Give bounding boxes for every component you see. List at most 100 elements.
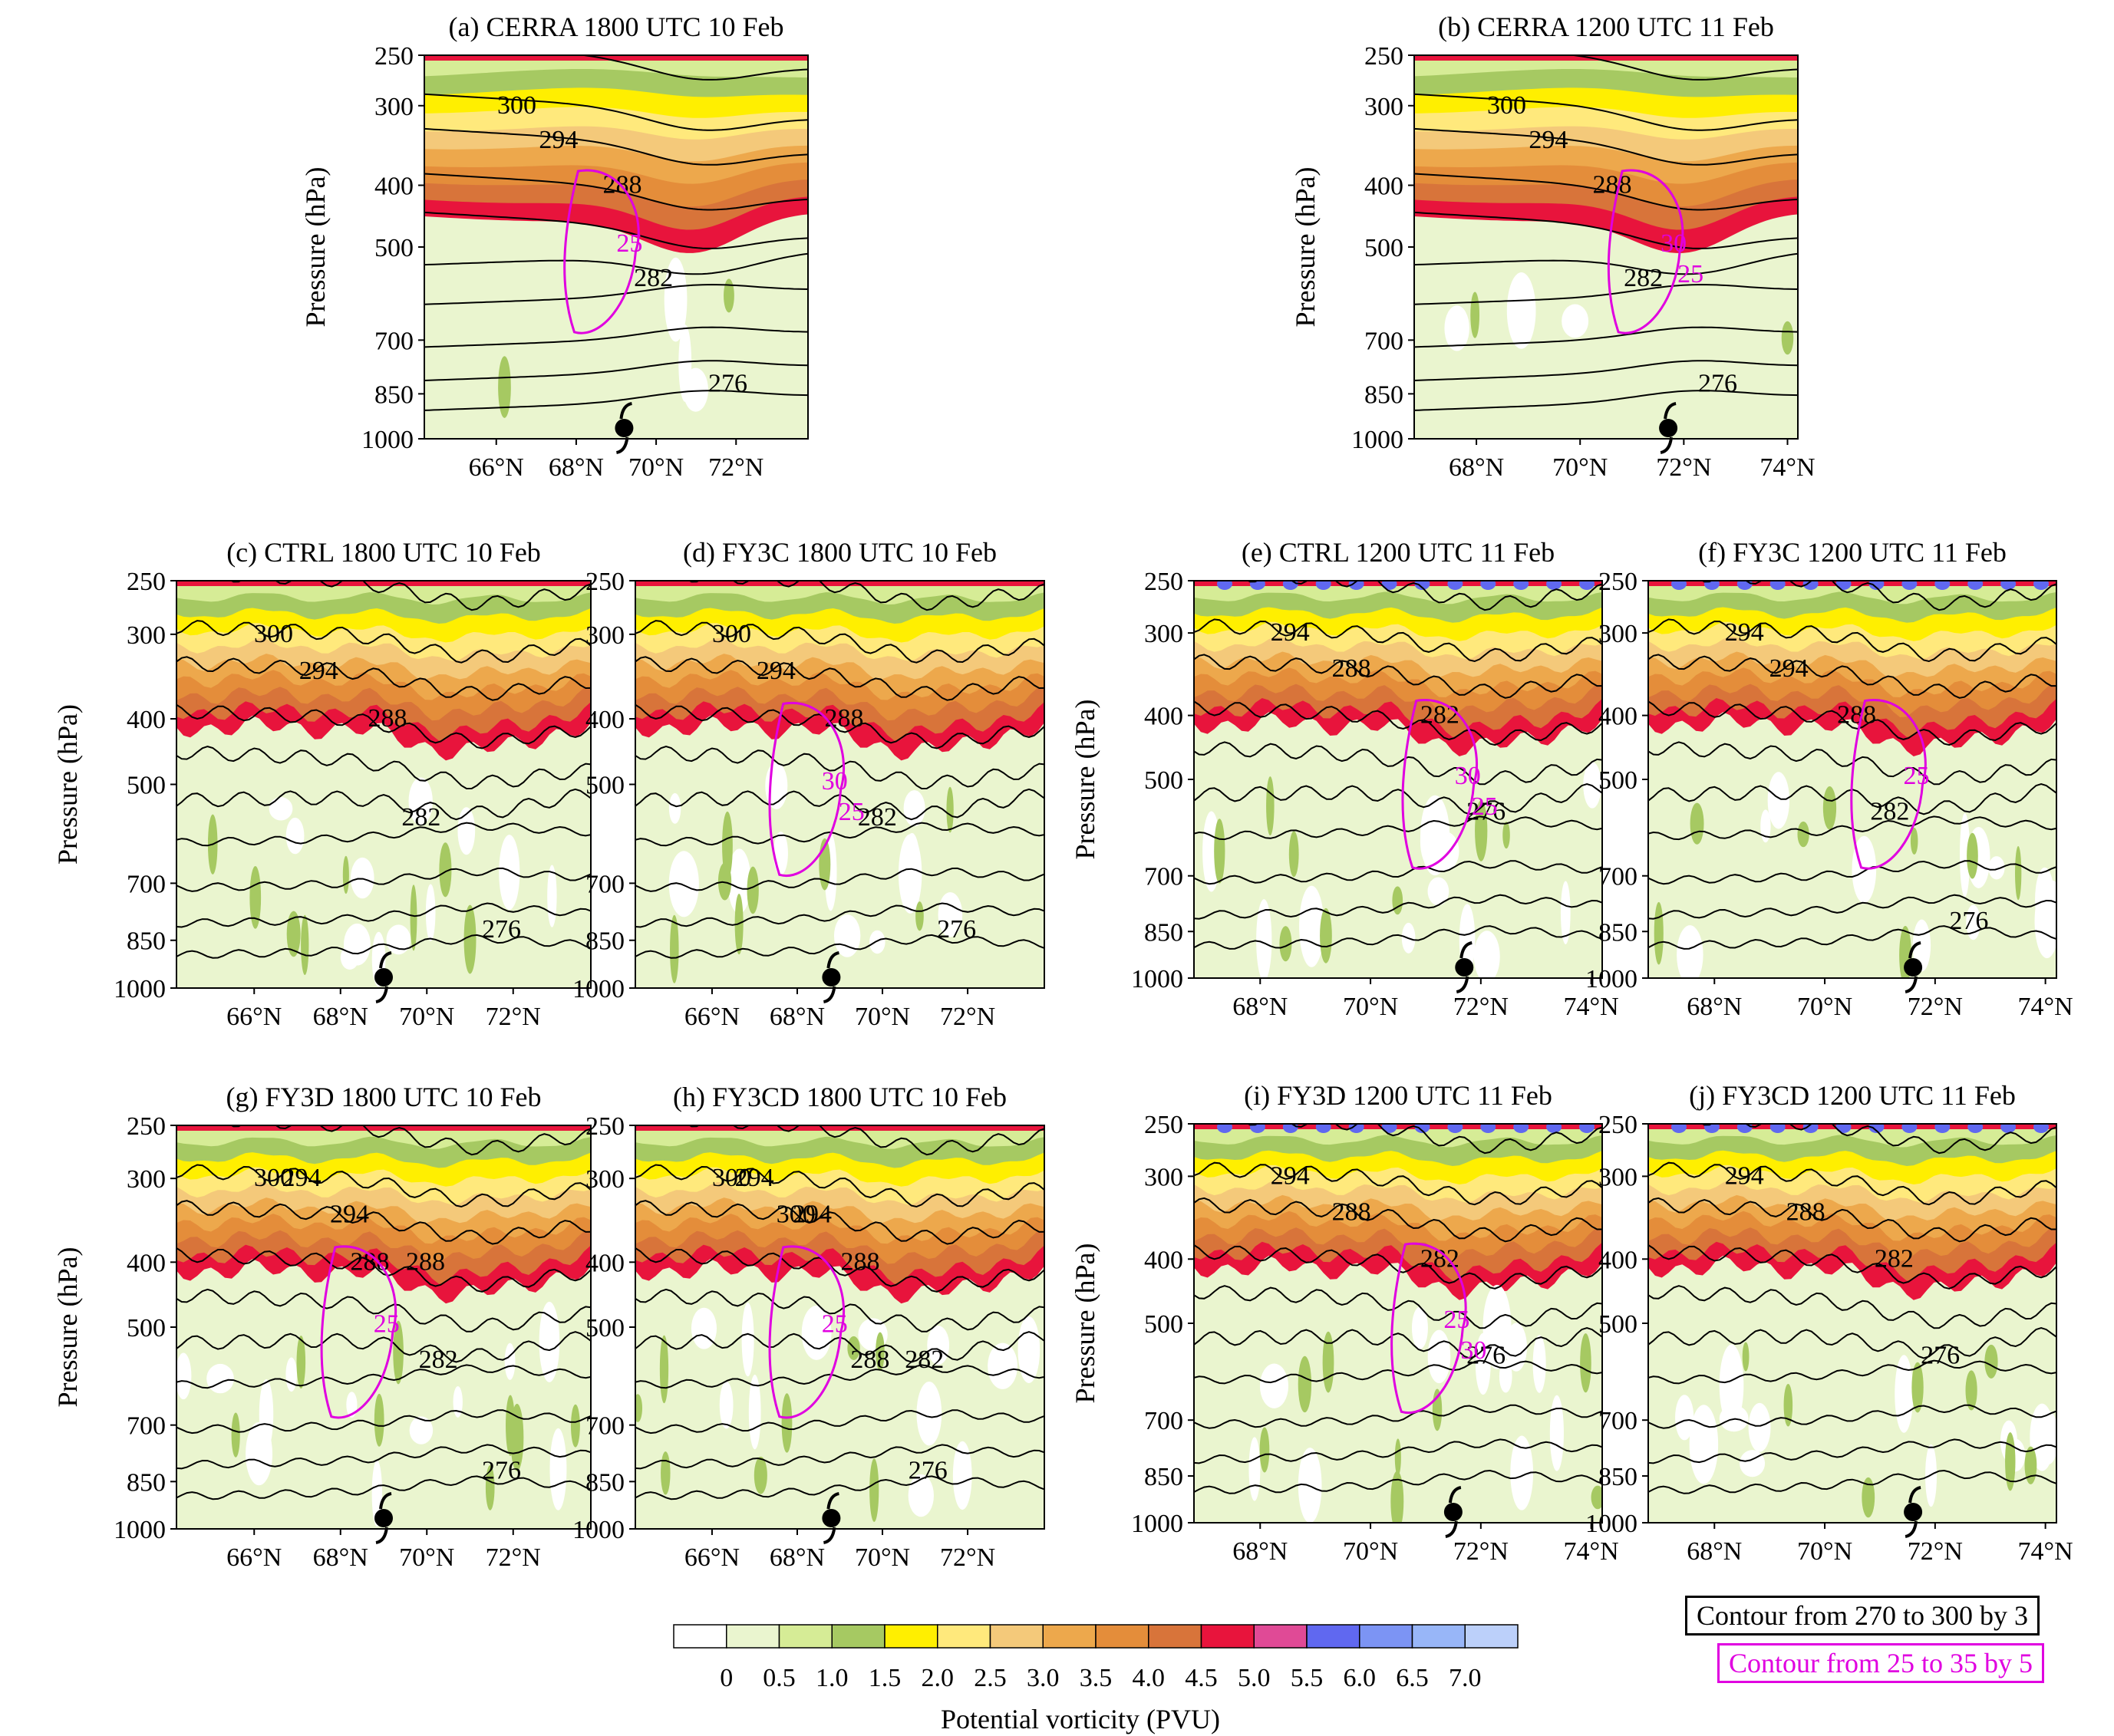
pv-streak <box>249 866 262 929</box>
y-tick-label: 850 <box>374 380 414 409</box>
cyclone-icon <box>374 951 393 1003</box>
pv-streak <box>1690 802 1704 845</box>
theta-label: 282 <box>1624 264 1663 292</box>
wind-label: 30 <box>1661 229 1687 258</box>
panel-title: (h) FY3CD 1800 UTC 10 Feb <box>673 1082 1007 1112</box>
pv-high-blob <box>1769 581 1786 590</box>
panel-title: (a) CERRA 1800 UTC 10 Feb <box>449 12 784 42</box>
pv-top-strip <box>176 581 591 586</box>
pv-low-patch <box>904 832 920 898</box>
pv-streak <box>301 914 309 976</box>
y-tick-label: 850 <box>127 927 166 956</box>
pv-streak <box>2015 845 2022 901</box>
panel-title: (c) CTRL 1800 UTC 10 Feb <box>226 537 541 568</box>
theta-contour <box>1648 1359 2056 1385</box>
pv-streak <box>661 1451 671 1495</box>
x-tick-label: 70°N <box>1797 1537 1852 1566</box>
x-tick-label: 68°N <box>770 1003 825 1031</box>
pv-low-patch <box>1475 1332 1491 1395</box>
y-tick-label: 700 <box>374 327 414 355</box>
pv-streak <box>485 1465 495 1510</box>
theta-contour <box>635 703 1044 749</box>
theta-label: 282 <box>858 803 897 832</box>
y-tick-label: 850 <box>585 927 625 956</box>
theta-contour <box>1568 55 1798 81</box>
pv-high-blob <box>1579 1124 1595 1133</box>
pv-high-blob <box>1381 1124 1397 1133</box>
pv-low-patch <box>259 1379 274 1450</box>
pv-high-blob <box>1217 581 1232 590</box>
pv-streak <box>1214 819 1225 884</box>
colorbar-tick-label: 6.5 <box>1396 1664 1429 1692</box>
colorbar-tick-label: 4.0 <box>1133 1664 1166 1692</box>
y-tick-label: 850 <box>1144 1463 1183 1491</box>
y-tick-label: 300 <box>1144 620 1183 648</box>
wind-contour <box>768 1245 845 1419</box>
theta-label: 288 <box>825 704 864 733</box>
panel-title: (g) FY3D 1800 UTC 10 Feb <box>226 1082 542 1112</box>
x-tick-label: 72°N <box>940 1543 995 1572</box>
pv-streak <box>1322 1331 1334 1393</box>
y-tick-label: 850 <box>1598 1463 1637 1491</box>
pv-high-blob <box>1901 1124 1918 1133</box>
theta-contour <box>424 127 808 166</box>
pv-high-blob <box>1546 1124 1562 1133</box>
theta-contour <box>176 1331 591 1363</box>
pv-streak <box>439 842 452 898</box>
theta-label: 282 <box>1870 797 1909 825</box>
colorbar-swatch <box>831 1624 886 1649</box>
y-tick-label: 850 <box>127 1468 166 1497</box>
pv-low-patch <box>916 1382 942 1446</box>
pv-streak <box>1967 832 1978 879</box>
pv-band <box>176 581 591 604</box>
pv-top-strip <box>1648 1124 2056 1129</box>
plot-area-j: 294 288 282 276 <box>1648 1124 2056 1523</box>
pv-low-patch <box>340 945 359 970</box>
pv-high-blob <box>1315 1124 1331 1133</box>
theta-label: 288 <box>1593 171 1632 199</box>
colorbar-swatch <box>1359 1624 1413 1649</box>
theta-label: 300 <box>254 620 293 648</box>
theta-contour <box>635 1444 1044 1470</box>
pv-high-blob <box>1480 1124 1496 1133</box>
theta-contour <box>635 1475 1044 1500</box>
wind-contour <box>768 701 845 878</box>
theta-label: 276 <box>708 369 747 397</box>
x-tick-label: 68°N <box>1687 1537 1742 1566</box>
pv-low-patch <box>285 1357 298 1392</box>
theta-label: 282 <box>905 1346 944 1374</box>
colorbar-tick-label: 1.5 <box>869 1664 902 1692</box>
colorbar-tick-label: 5.5 <box>1291 1664 1324 1692</box>
theta-label: 276 <box>1466 797 1506 825</box>
pv-top-strip <box>635 1125 1044 1131</box>
theta-label: 282 <box>1420 1244 1459 1273</box>
pv-streak <box>498 356 511 418</box>
theta-contour <box>424 93 808 131</box>
theta-label: 300 <box>254 1164 293 1192</box>
theta-contour <box>176 934 591 959</box>
x-tick-label: 74°N <box>1564 993 1619 1021</box>
x-tick-label: 66°N <box>469 453 524 482</box>
y-tick-label: 850 <box>585 1468 625 1497</box>
y-tick-label: 850 <box>1144 918 1183 947</box>
colorbar-swatch <box>937 1624 991 1649</box>
pv-low-patch <box>453 1385 463 1418</box>
panel-title: (e) CTRL 1200 UTC 11 Feb <box>1242 537 1555 568</box>
y-tick-label: 500 <box>1144 766 1183 795</box>
theta-contour <box>1194 815 1602 841</box>
panel-title: (f) FY3C 1200 UTC 11 Feb <box>1698 537 2007 568</box>
wind-label: 25 <box>1443 1306 1469 1334</box>
y-tick-label: 850 <box>1364 380 1403 409</box>
pv-low-patch <box>988 1342 1018 1389</box>
pv-low-patch <box>741 1302 754 1377</box>
colorbar-swatch <box>726 1624 780 1649</box>
pv-low-patch <box>2039 1411 2056 1464</box>
theta-contour <box>176 867 591 892</box>
pv-high-blob <box>1249 1124 1265 1133</box>
theta-contour <box>424 390 808 411</box>
pv-high-blob <box>1414 581 1430 590</box>
